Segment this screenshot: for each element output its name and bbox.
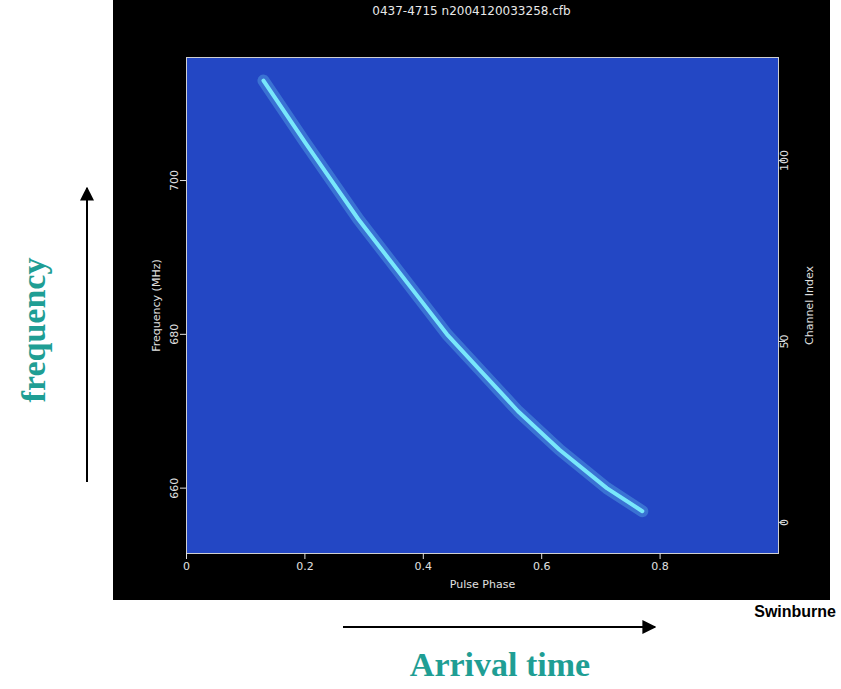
svg-text:680: 680 xyxy=(168,324,181,345)
svg-text:0.8: 0.8 xyxy=(651,560,669,573)
svg-text:Frequency (MHz): Frequency (MHz) xyxy=(150,259,163,351)
svg-text:Pulse Phase: Pulse Phase xyxy=(450,578,516,591)
svg-text:0.2: 0.2 xyxy=(296,560,314,573)
svg-text:Channel Index: Channel Index xyxy=(803,266,816,345)
svg-text:Swinburne: Swinburne xyxy=(754,603,836,620)
svg-text:0: 0 xyxy=(183,560,190,573)
svg-text:50: 50 xyxy=(778,334,791,348)
svg-text:0.6: 0.6 xyxy=(533,560,551,573)
svg-text:0: 0 xyxy=(778,519,791,526)
svg-text:100: 100 xyxy=(778,150,791,171)
svg-text:0.4: 0.4 xyxy=(415,560,433,573)
svg-text:660: 660 xyxy=(168,478,181,499)
svg-text:Arrival time: Arrival time xyxy=(410,646,590,683)
svg-text:frequency: frequency xyxy=(15,258,52,403)
svg-text:700: 700 xyxy=(168,170,181,191)
html-text:0437-4715 n2004120033258.cfb: 0437-4715 n2004120033258.cfb xyxy=(372,4,571,18)
